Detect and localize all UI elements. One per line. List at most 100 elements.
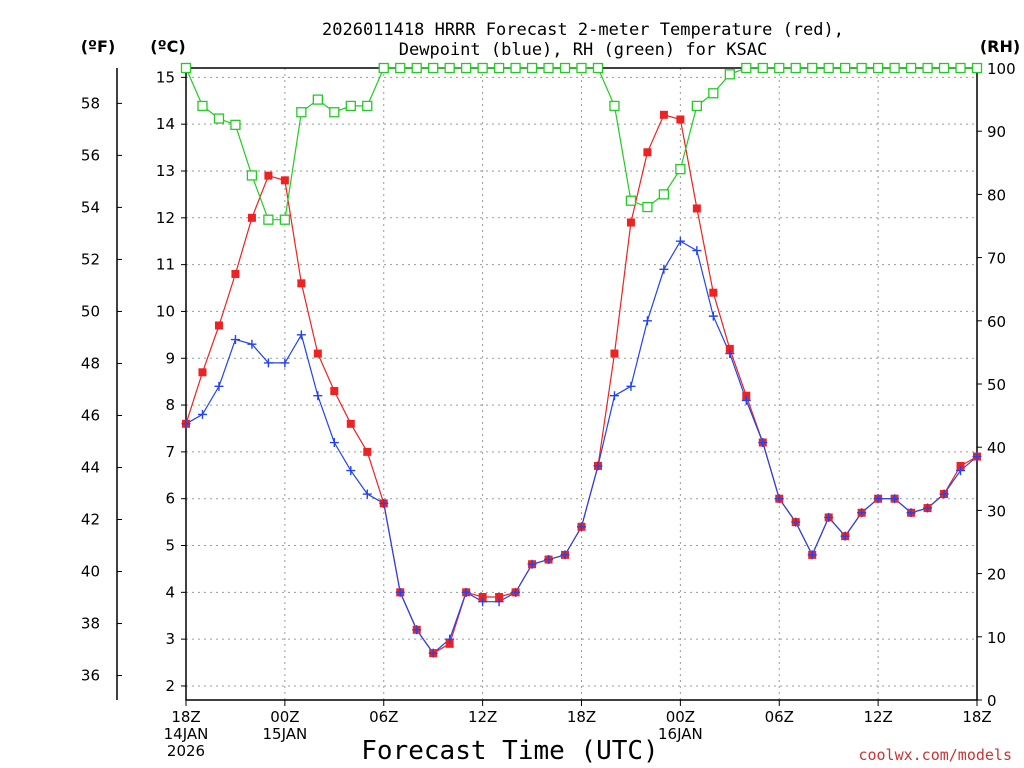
dewpoint-point <box>494 597 504 607</box>
dewpoint-point <box>379 498 389 508</box>
temperature-point <box>198 368 207 377</box>
temperature-point <box>247 213 256 222</box>
dewpoint-point <box>362 489 372 499</box>
rh-point <box>592 62 604 74</box>
rh-point <box>312 94 323 105</box>
rh-point <box>807 62 818 74</box>
rh-point <box>872 62 884 74</box>
y-tick-label-celsius: 9 <box>165 349 175 367</box>
dewpoint-point <box>560 550 570 560</box>
dewpoint-point <box>675 236 685 246</box>
y-tick-label-fahrenheit: 50 <box>81 302 100 320</box>
y-tick-label-rh: 20 <box>987 566 1006 584</box>
dewpoint-point <box>511 587 521 597</box>
credit-text: coolwx.com/models <box>858 746 1012 764</box>
rh-point <box>279 214 291 225</box>
dewpoint-point <box>873 494 883 504</box>
y-tick-label-fahrenheit: 52 <box>81 250 100 268</box>
temperature-point <box>231 269 240 278</box>
y-tick-label-fahrenheit: 38 <box>81 615 100 633</box>
rh-point <box>230 119 241 131</box>
dewpoint-point <box>445 634 455 644</box>
x-tick-label: 18Z <box>962 708 991 726</box>
x-tick-label: 00Z <box>666 708 695 726</box>
x-tick-label: 18Z <box>567 708 596 726</box>
dewpoint-point <box>346 466 356 476</box>
rh-point <box>559 62 571 74</box>
temperature-point <box>297 279 306 288</box>
series <box>185 67 978 655</box>
y-tick-label-celsius: 4 <box>165 583 175 601</box>
rh-point <box>296 107 307 118</box>
dewpoint-point <box>609 391 619 401</box>
y-tick-label-rh: 0 <box>987 692 997 710</box>
temperature-point <box>725 344 734 353</box>
rh-point <box>477 62 488 74</box>
y-tick-label-fahrenheit: 56 <box>81 146 100 164</box>
x-tick-label: 2026 <box>167 742 205 760</box>
rh-point <box>790 62 801 74</box>
rh-point <box>543 62 554 74</box>
temperature-point <box>676 115 685 124</box>
temperature-point <box>445 639 454 648</box>
dewpoint-point <box>956 466 966 476</box>
y-tick-label-fahrenheit: 44 <box>81 458 100 476</box>
rh-line <box>185 67 977 221</box>
dewpoint-point <box>840 531 850 541</box>
dewpoint-point <box>577 522 586 532</box>
rh-point <box>428 62 439 74</box>
y-tick-label-fahrenheit: 54 <box>81 198 100 216</box>
dewpoint-point <box>692 246 702 256</box>
y-tick-label-rh: 50 <box>987 376 1006 394</box>
dewpoint-point <box>708 311 718 321</box>
rh-point <box>395 62 406 74</box>
y-tick-label-fahrenheit: 58 <box>81 94 100 112</box>
dewpoint-point <box>939 489 949 499</box>
y-tick-label-fahrenheit: 40 <box>81 563 100 581</box>
temperature-point <box>330 387 339 396</box>
dewpoint-point <box>197 409 207 419</box>
grid <box>186 68 977 700</box>
y-tick-label-celsius: 13 <box>156 162 175 180</box>
dewpoint-point <box>972 452 982 462</box>
temperature-point <box>313 349 322 358</box>
rh-point <box>625 195 637 206</box>
rh-point <box>971 62 983 74</box>
y-tick-label-rh: 60 <box>987 313 1006 331</box>
rh-point <box>889 62 900 74</box>
dewpoint-point <box>807 550 817 560</box>
rh-point <box>510 62 521 74</box>
markers <box>180 62 983 658</box>
rh-point <box>378 62 389 74</box>
temperature-point <box>659 110 668 119</box>
y-tick-label-rh: 90 <box>987 123 1006 141</box>
dewpoint-point <box>296 330 306 340</box>
rh-point <box>741 62 752 74</box>
y-tick-label-rh: 100 <box>987 60 1016 78</box>
x-tick-label: 14JAN <box>164 725 209 743</box>
fahrenheit-unit-label: (ºF) <box>81 37 116 56</box>
dewpoint-point <box>412 625 422 635</box>
dewpoint-point <box>741 395 751 405</box>
rh-point <box>658 189 670 200</box>
y-tick-label-celsius: 3 <box>165 630 175 648</box>
dewpoint-point <box>313 391 323 401</box>
x-axis-label: Forecast Time (UTC) <box>361 736 658 766</box>
temperature-point <box>610 349 619 358</box>
dewpoint-point <box>626 381 636 391</box>
dewpoint-point <box>544 555 554 565</box>
chart-title-line1: 2026011418 HRRR Forecast 2-meter Tempera… <box>322 20 844 40</box>
rh-point <box>708 88 719 99</box>
dewpoint-point <box>642 316 652 326</box>
rh-point <box>691 100 703 112</box>
rh-unit-label: (RH) <box>980 37 1020 56</box>
temperature-point <box>643 148 652 157</box>
y-tick-label-celsius: 15 <box>156 68 175 86</box>
temperature-point <box>363 447 372 456</box>
y-tick-label-celsius: 2 <box>165 677 175 695</box>
dewpoint-point <box>774 494 784 504</box>
temperature-point <box>495 593 504 602</box>
x-tick-label: 06Z <box>369 708 398 726</box>
temperature-point <box>692 204 701 213</box>
